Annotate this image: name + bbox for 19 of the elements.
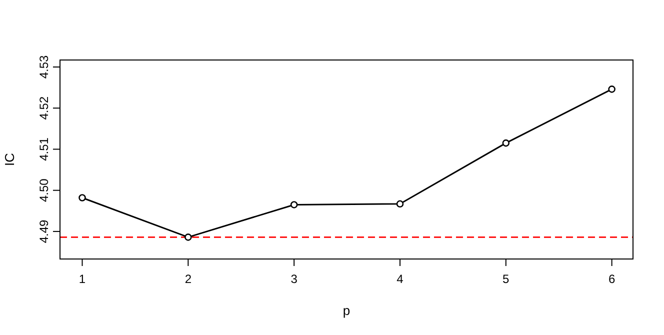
y-tick-label: 4.53	[37, 54, 51, 79]
y-tick-label: 4.51	[37, 137, 51, 161]
point	[78, 194, 86, 202]
x-tick-label: 5	[502, 272, 510, 286]
y-tick-label: 4.52	[37, 96, 51, 120]
point	[502, 139, 510, 147]
point	[290, 201, 298, 208]
x-tick-label: 4	[396, 272, 404, 286]
x-tick-label: 1	[78, 272, 86, 286]
point	[608, 86, 616, 93]
y-tick-label: 4.50	[37, 178, 51, 202]
y-axis-title: IC	[2, 153, 17, 166]
point	[396, 200, 404, 208]
x-axis-title: p	[342, 303, 350, 318]
x-tick-label: 3	[290, 272, 298, 286]
y-tick-label: 4.49	[37, 219, 51, 244]
x-tick-label: 2	[184, 272, 192, 286]
point	[184, 234, 192, 241]
x-tick-label: 6	[608, 272, 616, 286]
